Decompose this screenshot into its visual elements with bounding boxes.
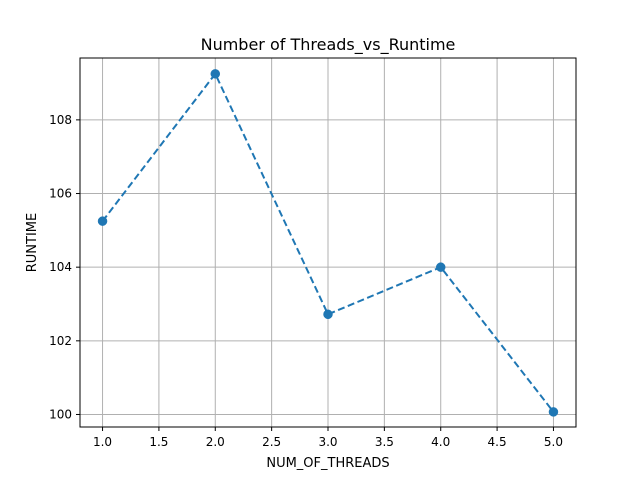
x-tick-label: 3.0 xyxy=(318,435,337,449)
series-line xyxy=(101,71,555,413)
data-point xyxy=(435,262,446,272)
x-tick-label: 1.5 xyxy=(149,435,168,449)
x-axis-label: NUM_OF_THREADS xyxy=(266,456,389,471)
y-tick-label: 108 xyxy=(49,113,72,127)
grid-lines xyxy=(80,58,576,427)
x-tick-label: 4.0 xyxy=(431,435,450,449)
data-point xyxy=(323,309,333,320)
series-polyline xyxy=(101,71,555,413)
data-point xyxy=(97,216,108,226)
y-axis-ticks: 100 102 104 106 108 xyxy=(49,113,80,421)
x-tick-label: 4.5 xyxy=(488,435,507,449)
data-points xyxy=(97,69,559,417)
x-axis-ticks: 1.0 1.5 2.0 2.5 3.0 3.5 4.0 4.5 5.0 xyxy=(93,427,563,449)
y-tick-label: 102 xyxy=(49,334,72,348)
data-point xyxy=(548,407,559,417)
y-tick-label: 106 xyxy=(49,187,72,201)
data-point xyxy=(210,69,221,79)
x-tick-label: 2.0 xyxy=(206,435,225,449)
x-tick-label: 1.0 xyxy=(93,435,112,449)
y-tick-label: 100 xyxy=(49,407,72,421)
x-tick-label: 2.5 xyxy=(262,435,281,449)
x-tick-label: 3.5 xyxy=(375,435,394,449)
y-axis-label: RUNTIME xyxy=(25,213,40,272)
chart-title: Number of Threads_vs_Runtime xyxy=(201,35,456,55)
x-tick-label: 5.0 xyxy=(544,435,563,449)
y-tick-label: 104 xyxy=(49,260,72,274)
